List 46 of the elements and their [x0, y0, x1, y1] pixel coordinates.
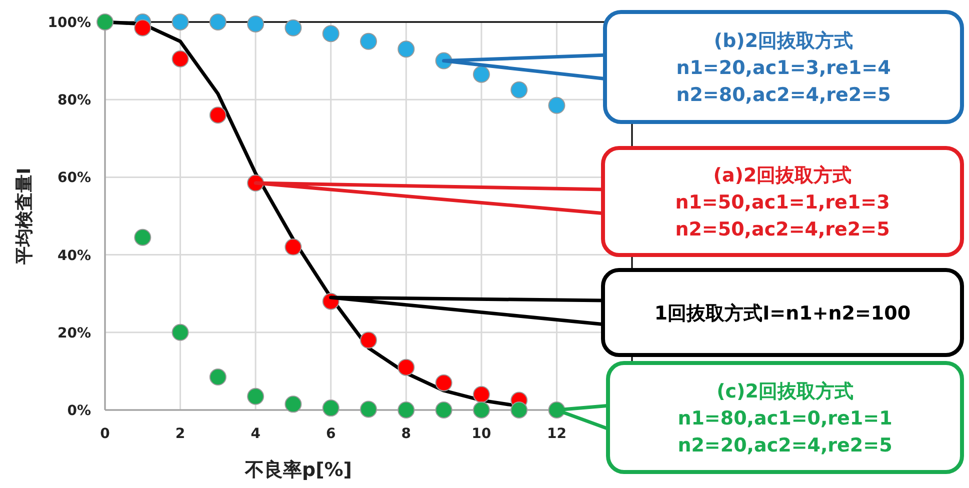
- point: [134, 19, 152, 36]
- point: [284, 19, 302, 36]
- point: [284, 238, 302, 256]
- point: [548, 96, 566, 114]
- point: [322, 400, 340, 417]
- point: [247, 15, 264, 32]
- x-tick-label: 4: [250, 426, 261, 442]
- y-axis-title: 平均検査量I: [14, 168, 35, 266]
- text: (a)2回抜取方式 n1=50,ac1=1,re1=3 n2=50,ac2=4,re2=5: [675, 164, 890, 240]
- x-tick-label: 8: [401, 426, 412, 442]
- point: [398, 40, 415, 58]
- point: [398, 402, 415, 418]
- y-tick-label: 0%: [67, 403, 91, 419]
- point: [360, 32, 377, 50]
- y-tick-label: 100%: [48, 15, 91, 31]
- point: [172, 14, 189, 30]
- point: [435, 374, 452, 392]
- y-tick-label: 80%: [57, 92, 91, 109]
- point: [510, 81, 528, 98]
- x-tick-label: 6: [326, 426, 336, 442]
- point: [398, 358, 415, 376]
- point: [172, 324, 189, 341]
- x-tick-label: 2: [175, 426, 186, 442]
- point: [209, 368, 226, 386]
- y-tick-label: 40%: [57, 248, 91, 264]
- point: [209, 14, 226, 30]
- point: [209, 106, 226, 124]
- point: [435, 402, 452, 418]
- point: [96, 14, 114, 30]
- point: [284, 396, 302, 413]
- x-axis-title: 不良率p[%]: [244, 459, 352, 481]
- y-tick-label: 20%: [57, 325, 91, 342]
- point: [472, 402, 490, 418]
- x-tick-label: 12: [546, 426, 566, 442]
- point: [134, 228, 152, 246]
- point: [172, 50, 189, 68]
- point: [322, 25, 340, 42]
- x-tick-label: 10: [472, 426, 492, 442]
- point: [360, 332, 377, 349]
- point: [247, 388, 264, 405]
- point: [510, 402, 528, 418]
- point: [360, 400, 377, 418]
- point: [472, 386, 490, 403]
- y-tick-label: 60%: [57, 170, 91, 186]
- x-tick-label: 0: [100, 426, 110, 442]
- point: [472, 66, 490, 83]
